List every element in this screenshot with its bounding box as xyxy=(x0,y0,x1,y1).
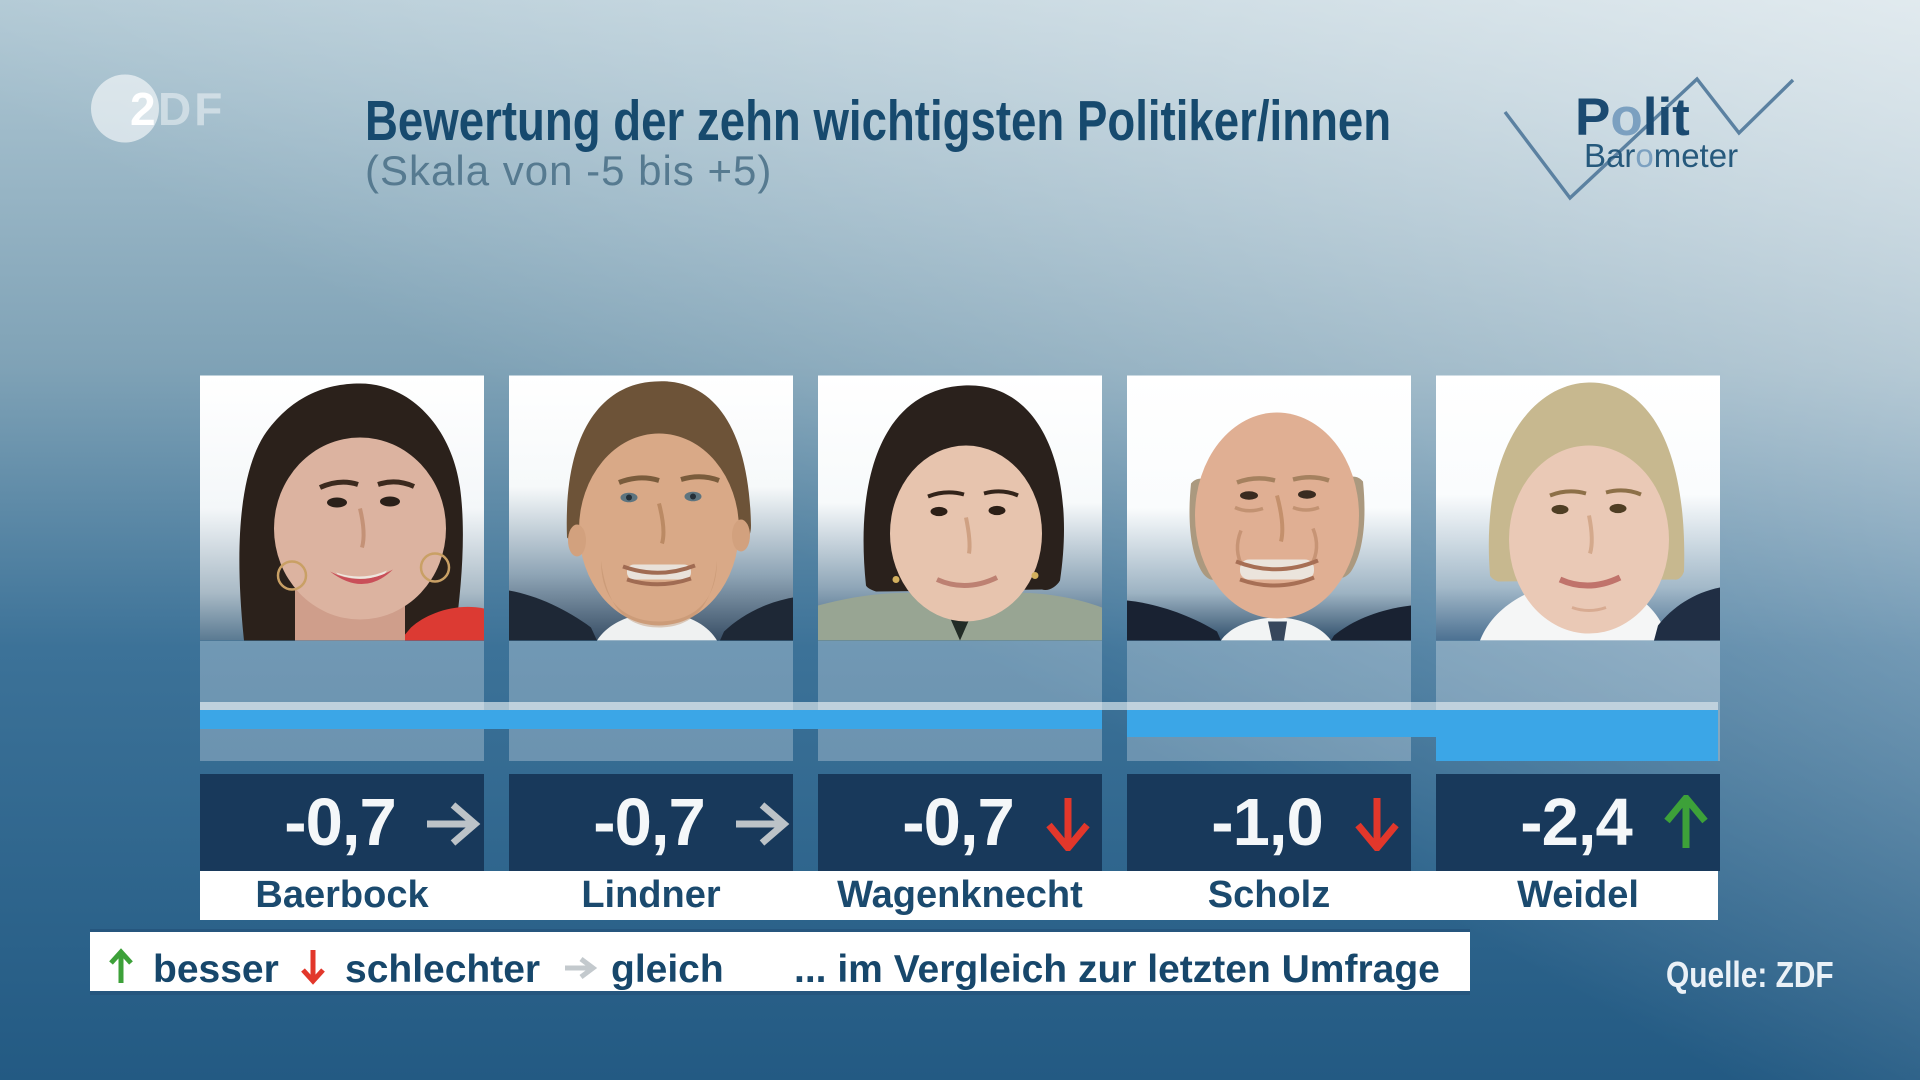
svg-text:Barometer: Barometer xyxy=(1584,137,1738,174)
svg-text:Polit: Polit xyxy=(1575,88,1690,147)
svg-text:2: 2 xyxy=(130,83,156,135)
svg-text:DF: DF xyxy=(158,83,225,135)
